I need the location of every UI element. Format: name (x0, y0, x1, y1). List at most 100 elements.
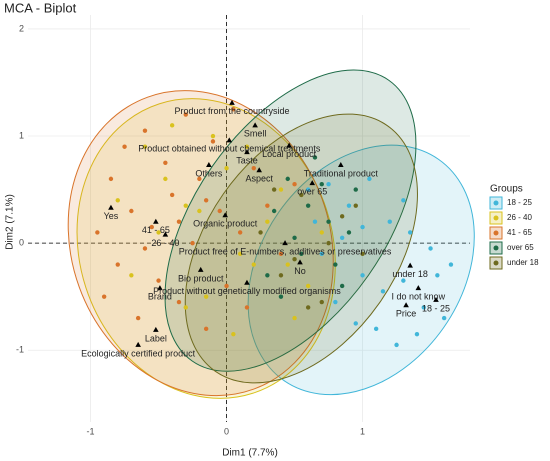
point (169, 192, 175, 198)
legend-swatch (493, 230, 499, 236)
variable-label: Brand (148, 291, 172, 301)
confidence-ellipse (184, 113, 418, 384)
point (360, 251, 365, 257)
variable-marker (244, 149, 250, 155)
point (305, 305, 311, 310)
legend-label: 41 - 65 (507, 228, 532, 237)
point (326, 182, 331, 187)
point (265, 273, 270, 278)
point (407, 230, 413, 235)
variable-label: Price (396, 309, 417, 319)
point (414, 331, 420, 337)
variable-marker (244, 279, 250, 285)
variable-marker (206, 161, 212, 167)
x-tick-label: -1 (87, 426, 95, 436)
point (183, 203, 188, 208)
point (312, 219, 318, 224)
variable-marker (282, 240, 288, 246)
point (319, 230, 324, 235)
point (224, 165, 229, 171)
point (115, 198, 120, 203)
y-tick-label: -1 (16, 345, 24, 355)
point (197, 176, 202, 182)
variable-label: Bio product (178, 273, 224, 283)
variable-marker (162, 231, 169, 237)
point (285, 262, 290, 267)
point (183, 112, 188, 117)
variable-label: Smell (244, 129, 267, 139)
point (305, 187, 311, 192)
point (346, 203, 352, 208)
variable-label: I do not know (392, 291, 446, 301)
variable-marker (338, 161, 344, 167)
point (292, 182, 297, 187)
point (339, 283, 345, 289)
point (244, 144, 250, 149)
variable-marker (415, 285, 422, 291)
variable-label: Label (145, 333, 167, 343)
point (163, 176, 168, 182)
x-tick-label: 0 (224, 426, 229, 436)
legend-label: 18 - 25 (507, 198, 532, 207)
point (251, 165, 256, 171)
y-tick-label: 2 (19, 23, 24, 33)
confidence-ellipse (76, 98, 336, 399)
point (183, 305, 188, 310)
variable-marker (157, 285, 163, 291)
point (101, 294, 107, 299)
point (387, 219, 392, 224)
point (231, 107, 236, 112)
chart-title: MCA - Biplot (4, 0, 77, 15)
variable-label: 26 - 40 (151, 238, 179, 248)
variable-label: No (294, 266, 306, 276)
point (346, 230, 352, 235)
point (176, 219, 182, 224)
variable-marker (226, 137, 233, 143)
variable-marker (197, 266, 204, 272)
point (197, 208, 202, 214)
variable-label: Others (195, 168, 223, 178)
point (305, 203, 311, 208)
point (441, 315, 447, 321)
variable-marker (403, 302, 409, 308)
point (360, 273, 365, 278)
y-tick-label: 0 (19, 238, 24, 248)
legend-title: Groups (490, 184, 523, 195)
point (142, 128, 148, 133)
point (353, 203, 358, 208)
point (129, 208, 134, 214)
variable-label: Yes (104, 211, 119, 221)
legend-label: over 65 (507, 243, 534, 252)
point (122, 144, 127, 149)
point (271, 208, 277, 214)
point (333, 299, 338, 305)
point (278, 187, 284, 192)
variable-label: Product obtained without chemical treatm… (138, 144, 321, 154)
variable-label: over 65 (297, 187, 327, 197)
variable-marker (108, 204, 114, 210)
plot-background (28, 15, 470, 422)
point (339, 235, 345, 240)
variable-marker (252, 122, 258, 128)
x-tick-label: 1 (360, 426, 365, 436)
variable-marker (153, 326, 159, 332)
point (163, 160, 168, 166)
variable-label: Taste (236, 155, 258, 165)
variable-marker (135, 341, 141, 347)
variable-marker (153, 218, 159, 224)
point (278, 251, 284, 257)
variable-label: under 18 (392, 269, 428, 279)
variable-label: Organic product (193, 219, 258, 229)
point (428, 246, 433, 251)
point (169, 123, 175, 128)
point (326, 219, 331, 224)
point (278, 273, 284, 278)
point (244, 305, 250, 310)
point (339, 214, 345, 219)
point (299, 251, 304, 257)
point (278, 294, 284, 299)
point (95, 230, 100, 235)
point (319, 251, 324, 257)
point (319, 182, 324, 187)
